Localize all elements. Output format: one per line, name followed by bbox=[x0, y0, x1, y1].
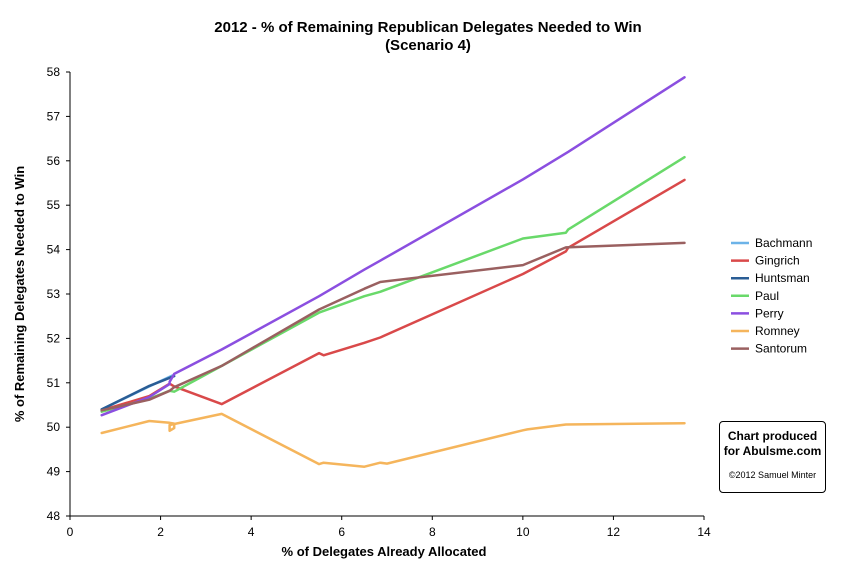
y-tick-label: 49 bbox=[47, 465, 61, 479]
x-tick-label: 14 bbox=[697, 525, 711, 539]
y-tick-label: 50 bbox=[47, 420, 61, 434]
credit-line-1: Chart produced bbox=[727, 429, 818, 443]
x-tick-label: 8 bbox=[429, 525, 436, 539]
legend-label-paul: Paul bbox=[755, 289, 779, 303]
series-line-romney bbox=[100, 412, 686, 468]
series-line-huntsman bbox=[100, 374, 176, 411]
y-axis-title: % of Remaining Delegates Needed to Win bbox=[12, 166, 27, 422]
y-tick-label: 51 bbox=[47, 376, 61, 390]
legend-label-santorum: Santorum bbox=[755, 342, 807, 356]
x-tick-label: 2 bbox=[157, 525, 164, 539]
series-line-santorum bbox=[100, 241, 686, 412]
series-line-paul bbox=[100, 155, 686, 413]
chart-subtitle: (Scenario 4) bbox=[385, 37, 471, 54]
y-tick-label: 56 bbox=[47, 154, 61, 168]
y-tick-label: 58 bbox=[47, 65, 61, 79]
credit-line-2: for Abulsme.com bbox=[723, 444, 822, 458]
chart-title: 2012 - % of Remaining Republican Delegat… bbox=[214, 19, 641, 36]
series-lines bbox=[100, 76, 686, 468]
x-axis-title: % of Delegates Already Allocated bbox=[282, 544, 487, 559]
legend-label-romney: Romney bbox=[755, 324, 800, 338]
y-tick-label: 55 bbox=[47, 198, 61, 212]
y-tick-label: 48 bbox=[47, 509, 61, 523]
x-tick-label: 12 bbox=[607, 525, 621, 539]
axes: 48 49 50 51 52 53 54 55 56 57 58 0 2 4 6 8 10 12 14 bbox=[47, 65, 711, 539]
legend-label-huntsman: Huntsman bbox=[755, 271, 810, 285]
y-tick-label: 54 bbox=[47, 243, 61, 257]
y-tick-label: 53 bbox=[47, 287, 61, 301]
y-tick-label: 57 bbox=[47, 109, 61, 123]
credit-box: Chart produced for Abulsme.com ©2012 Sam… bbox=[719, 421, 826, 493]
y-tick-label: 52 bbox=[47, 331, 61, 345]
series-line-gingrich bbox=[100, 178, 686, 412]
x-tick-label: 6 bbox=[338, 525, 345, 539]
legend: Bachmann Gingrich Huntsman Paul Perry Romney S… bbox=[731, 236, 812, 356]
x-tick-label: 10 bbox=[516, 525, 530, 539]
legend-label-gingrich: Gingrich bbox=[755, 254, 800, 268]
x-tick-label: 4 bbox=[248, 525, 255, 539]
credit-copyright: ©2012 Samuel Minter bbox=[728, 470, 817, 480]
x-tick-label: 0 bbox=[67, 525, 74, 539]
legend-label-perry: Perry bbox=[755, 306, 784, 320]
series-line-perry bbox=[100, 76, 686, 417]
legend-label-bachmann: Bachmann bbox=[755, 236, 812, 250]
